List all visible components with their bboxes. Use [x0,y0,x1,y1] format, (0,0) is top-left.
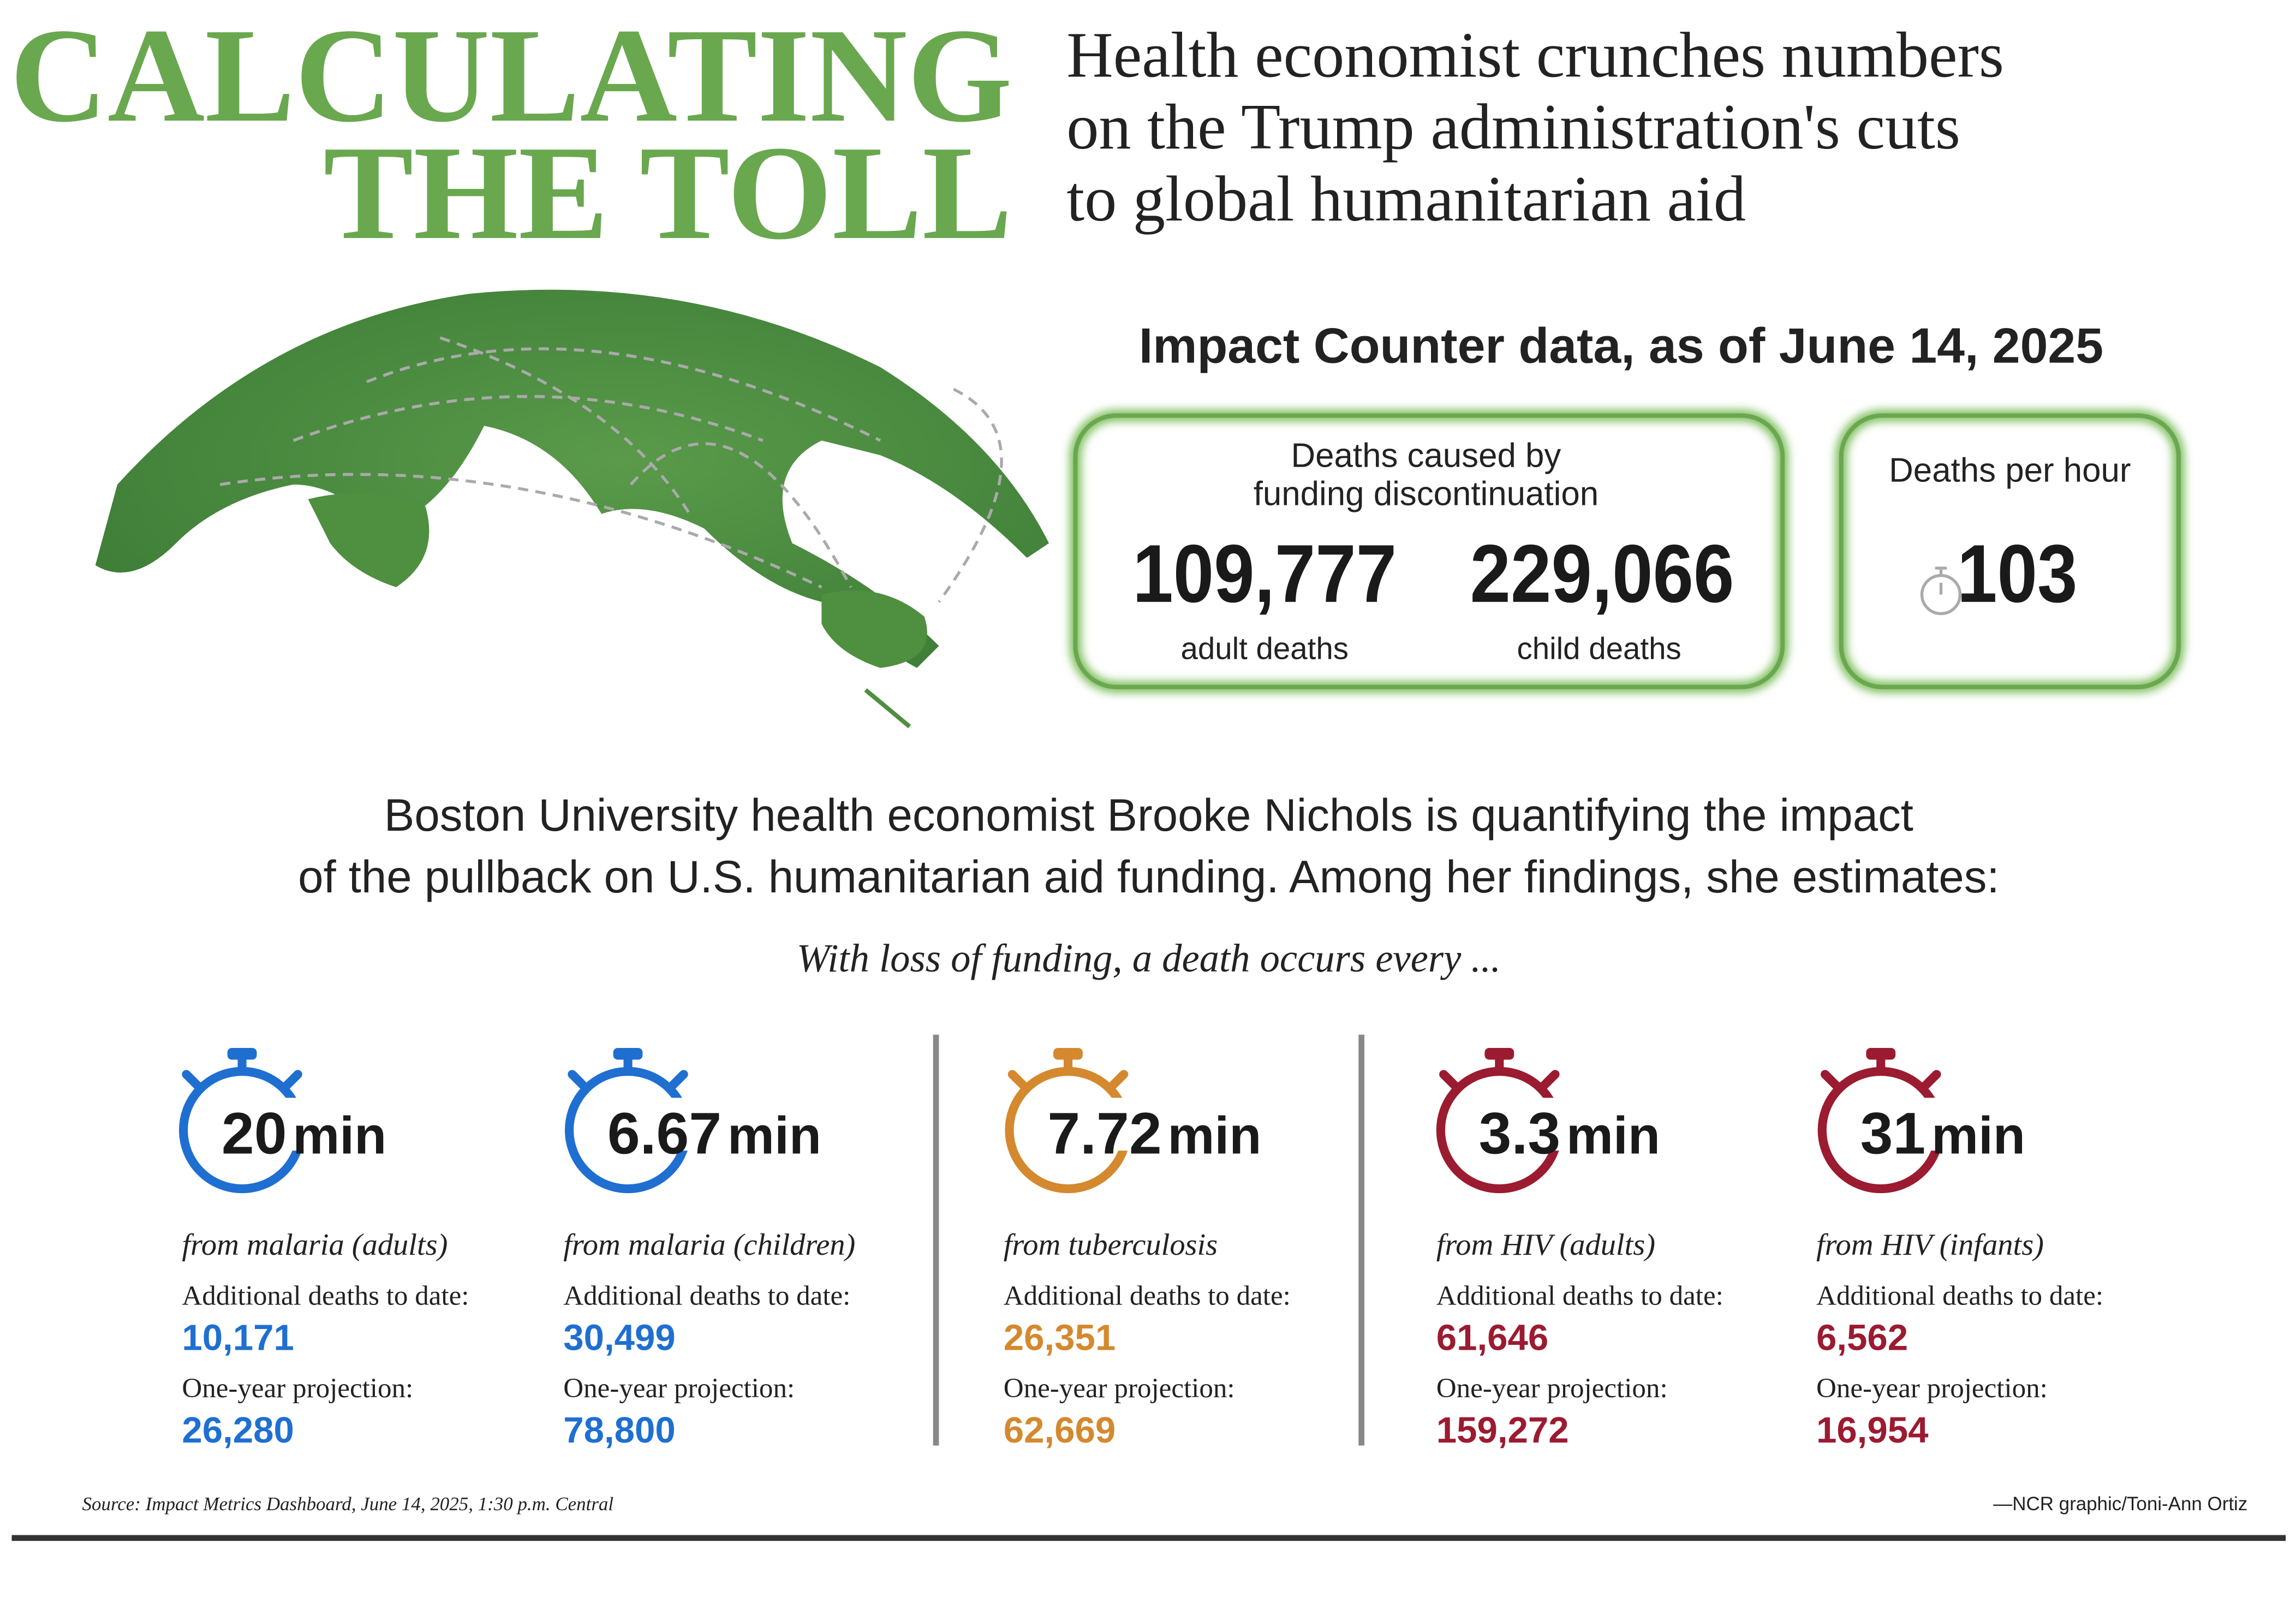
interval-value: 7.72 [1047,1101,1161,1166]
intro: Boston University health economist Brook… [298,790,1999,902]
cause-label: from tuberculosis [1004,1228,1218,1262]
projection-label: One-year projection: [563,1373,795,1404]
counter-box [1839,413,2181,689]
stopwatch-gap [1094,1098,1139,1151]
to-date-label: Additional deaths to date: [182,1280,469,1311]
interval-unit: min [1167,1106,1261,1165]
counter-caption: adult deaths [1180,631,1349,666]
stopwatch-button [1007,1070,1030,1093]
counter-label: Deaths caused by [1291,437,1561,474]
interval-value: 20 [222,1101,287,1166]
stopwatch-button [279,1070,302,1093]
to-date-value: 30,499 [563,1318,676,1358]
stopwatch-crown [1053,1047,1083,1060]
stopwatch-button [1821,1070,1843,1093]
stopwatch-gap [1907,1098,1952,1151]
interval: 7.72 min [1047,1101,1261,1166]
stopwatch-gap [1525,1098,1570,1151]
to-date-value: 6,562 [1816,1318,1908,1358]
to-date-value: 10,171 [182,1318,294,1358]
intro-line: Boston University health economist Brook… [384,790,1913,841]
interval-unit: min [727,1106,821,1165]
projection-label: One-year projection: [1436,1373,1668,1404]
stopwatch-button [1106,1070,1129,1093]
title-line: THE TOLL [324,118,1012,267]
stopwatch-stem [1495,1057,1504,1072]
title-line: CALCULATING [10,1,1012,150]
stopwatch-button [665,1070,688,1093]
stopwatch-button [1439,1070,1462,1093]
stopwatch-gap [654,1098,699,1151]
stopwatch-stem [623,1057,633,1072]
stopwatch-button [1918,1070,1941,1093]
stopwatch-button [182,1070,205,1093]
to-date-value: 61,646 [1436,1318,1549,1358]
clock-icon [1920,567,1962,615]
interval-value: 6.67 [607,1101,721,1166]
lead: With loss of funding, a death occurs eve… [797,936,1501,980]
counter-box [1073,413,1785,689]
to-date-value: 26,351 [1004,1318,1116,1358]
projection-label: One-year projection: [1816,1373,2048,1404]
stopwatch-crown [613,1047,643,1060]
counter-value: 109,777 [1132,528,1397,619]
to-date-label: Additional deaths to date: [1816,1280,2103,1311]
interval-unit: min [1566,1106,1660,1165]
to-date-label: Additional deaths to date: [563,1280,850,1311]
source: Source: Impact Metrics Dashboard, June 1… [82,1493,614,1515]
interval-unit: min [1931,1106,2025,1165]
projection-value: 159,272 [1436,1410,1569,1451]
counter-label: funding discontinuation [1254,475,1599,513]
interval: 6.67 min [607,1101,821,1166]
interval-value: 31 [1860,1101,1926,1166]
interval-value: 3.3 [1479,1101,1560,1166]
subtitle-line: on the Trump administration's cuts [1066,91,1960,163]
interval: 3.3 min [1479,1101,1660,1166]
stopwatch-gap [268,1098,313,1151]
stopwatch-crown [1866,1047,1896,1060]
projection-value: 16,954 [1816,1410,1929,1451]
stopwatch-stem [237,1057,247,1072]
credit: —NCR graphic/Toni-Ann Ortiz [1993,1493,2247,1515]
stopwatch-crown [227,1047,257,1060]
projection-label: One-year projection: [182,1373,413,1404]
interval: 20 min [222,1101,386,1166]
stopwatch-button [568,1070,591,1093]
counter-caption: child deaths [1517,631,1681,666]
to-date-label: Additional deaths to date: [1004,1280,1291,1311]
cause-label: from HIV (infants) [1816,1228,2044,1262]
stopwatch-stem [1876,1057,1886,1072]
interval-unit: min [293,1106,386,1165]
intro-line: of the pullback on U.S. humanitarian aid… [298,851,1999,902]
projection-value: 78,800 [563,1410,676,1451]
globe-illustration [95,289,1049,729]
counter-heading: Impact Counter data, as of June 14, 2025 [1139,318,2103,374]
counter-value: 229,066 [1470,528,1734,619]
subtitle-line: to global humanitarian aid [1066,163,1746,235]
interval: 31 min [1860,1101,2025,1166]
cause-label: from malaria (adults) [182,1228,448,1262]
counter-label: Deaths per hour [1889,451,2131,489]
to-date-label: Additional deaths to date: [1436,1280,1724,1311]
stopwatch-icon [1436,1047,1570,1194]
stopwatch-icon [178,1047,313,1194]
cause-label: from HIV (adults) [1436,1228,1655,1262]
subtitle-line: Health economist crunches numbers [1066,19,2004,91]
stopwatch-icon [1817,1047,1952,1194]
stopwatch-button [1537,1070,1560,1093]
counter-value: 103 [1957,528,2077,619]
projection-value: 62,669 [1004,1410,1116,1451]
stopwatch-icon [564,1047,699,1194]
projection-label: One-year projection: [1004,1373,1235,1404]
projection-value: 26,280 [182,1410,294,1451]
stopwatch-icon [1005,1047,1139,1194]
cause-label: from malaria (children) [563,1228,855,1262]
stopwatch-crown [1484,1047,1514,1060]
stopwatch-stem [1063,1057,1073,1072]
